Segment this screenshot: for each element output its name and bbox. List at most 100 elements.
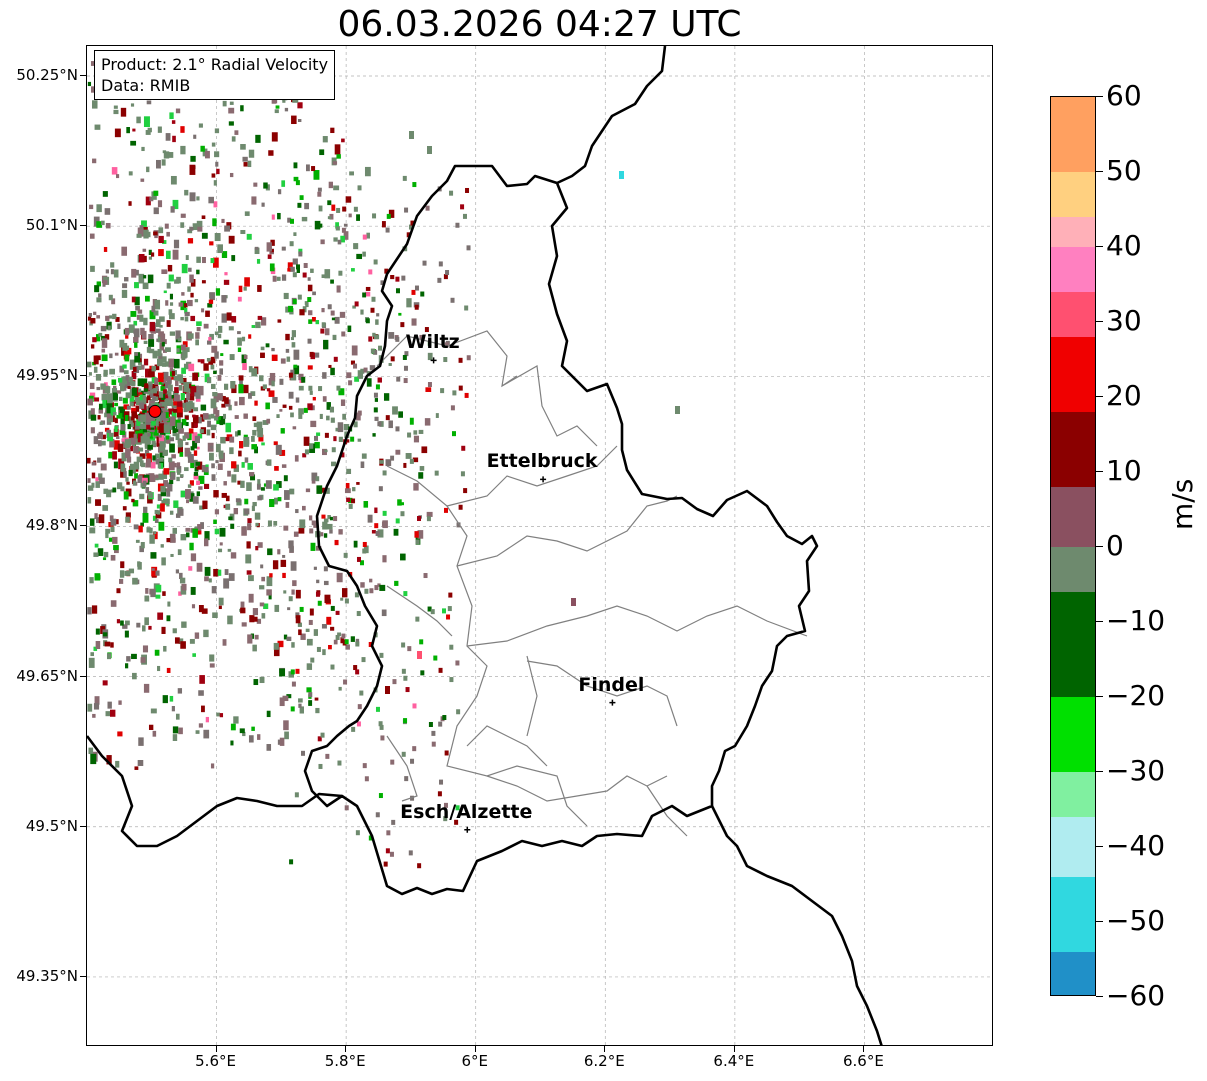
echo-pixel xyxy=(266,744,272,751)
echo-pixel xyxy=(202,413,209,419)
echo-pixel xyxy=(299,195,304,200)
echo-pixel xyxy=(161,356,167,363)
echo-pixel xyxy=(151,305,156,313)
echo-pixel xyxy=(101,393,108,401)
echo-pixel xyxy=(113,428,119,437)
echo-pixel xyxy=(343,231,349,240)
echo-pixel xyxy=(206,357,211,362)
echo-pixel xyxy=(240,229,246,235)
echo-pixel xyxy=(379,421,384,427)
echo-pixel xyxy=(320,328,325,334)
echo-pixel xyxy=(88,312,92,317)
echo-pixel xyxy=(133,480,137,486)
echo-pixel xyxy=(426,516,431,522)
echo-pixel xyxy=(137,760,144,766)
echo-pixel xyxy=(299,309,305,316)
echo-pixel xyxy=(203,538,209,547)
echo-pixel xyxy=(160,485,166,493)
echo-pixel xyxy=(302,306,307,313)
echo-pixel xyxy=(199,429,204,434)
y-tick-label: 50.1°N xyxy=(25,216,78,235)
echo-pixel xyxy=(282,98,286,103)
echo-pixel xyxy=(215,288,221,296)
echo-pixel xyxy=(180,534,187,541)
echo-pixel xyxy=(122,397,128,404)
echo-pixel xyxy=(326,415,330,421)
echo-pixel xyxy=(290,706,295,712)
echo-pixel xyxy=(284,490,290,500)
echo-pixel xyxy=(377,421,382,427)
echo-pixel xyxy=(176,408,183,418)
echo-pixel xyxy=(155,159,161,169)
echo-pixel xyxy=(283,720,289,731)
echo-pixel xyxy=(192,415,199,424)
echo-pixel xyxy=(422,260,427,266)
echo-pixel xyxy=(351,345,358,356)
echo-pixel xyxy=(286,694,292,699)
echo-pixel xyxy=(425,387,432,392)
echo-pixel xyxy=(376,313,380,317)
echo-pixel xyxy=(167,376,171,381)
echo-pixel xyxy=(217,463,223,470)
echo-pixel xyxy=(201,280,206,284)
echo-pixel xyxy=(91,86,97,93)
echo-pixel xyxy=(122,506,127,511)
echo-pixel xyxy=(292,258,298,265)
echo-pixel xyxy=(96,281,101,287)
echo-pixel xyxy=(125,516,130,523)
echo-pixel xyxy=(417,651,422,659)
echo-pixel xyxy=(113,105,118,109)
echo-pixel xyxy=(165,347,171,352)
echo-pixel xyxy=(179,452,184,457)
echo-pixel xyxy=(108,537,114,542)
echo-pixel xyxy=(256,483,261,490)
echo-pixel xyxy=(154,364,160,371)
echo-pixel xyxy=(93,311,97,316)
echo-pixel xyxy=(298,698,303,703)
echo-pixel xyxy=(169,416,176,427)
echo-pixel xyxy=(341,588,348,598)
echo-pixel xyxy=(336,385,341,391)
echo-pixel xyxy=(113,545,119,551)
echo-pixel xyxy=(150,708,157,714)
echo-pixel xyxy=(196,220,203,228)
echo-pixel xyxy=(108,315,113,319)
echo-pixel xyxy=(316,432,321,436)
echo-pixel xyxy=(409,417,414,425)
echo-pixel xyxy=(274,497,278,503)
echo-pixel xyxy=(231,136,236,142)
colorbar-segment xyxy=(1051,247,1095,292)
echo-pixel xyxy=(165,498,170,504)
echo-pixel xyxy=(151,366,156,372)
echo-pixel xyxy=(87,361,92,368)
echo-pixel xyxy=(140,390,146,396)
echo-pixel xyxy=(194,392,200,397)
echo-pixel xyxy=(138,392,143,397)
echo-pixel xyxy=(170,206,175,213)
echo-pixel xyxy=(128,416,135,427)
echo-pixel xyxy=(184,303,188,308)
echo-pixel xyxy=(87,703,93,712)
echo-pixel xyxy=(238,384,244,394)
echo-pixel xyxy=(350,360,356,365)
echo-pixel xyxy=(163,390,170,398)
echo-pixel xyxy=(139,453,146,459)
echo-pixel xyxy=(281,274,287,281)
echo-pixel xyxy=(211,432,215,439)
echo-pixel xyxy=(101,348,106,353)
echo-pixel xyxy=(150,461,156,469)
echo-pixel xyxy=(160,544,164,548)
echo-pixel xyxy=(148,348,155,354)
echo-pixel xyxy=(103,551,109,558)
echo-pixel xyxy=(198,690,204,696)
echo-pixel xyxy=(373,259,378,265)
echo-pixel xyxy=(93,646,98,651)
echo-pixel xyxy=(235,498,241,503)
echo-pixel xyxy=(120,383,125,392)
echo-pixel xyxy=(220,436,226,444)
echo-pixel xyxy=(354,301,359,307)
echo-pixel xyxy=(138,353,143,359)
echo-pixel xyxy=(247,160,252,168)
echo-pixel xyxy=(146,458,151,463)
echo-pixel xyxy=(356,482,360,485)
